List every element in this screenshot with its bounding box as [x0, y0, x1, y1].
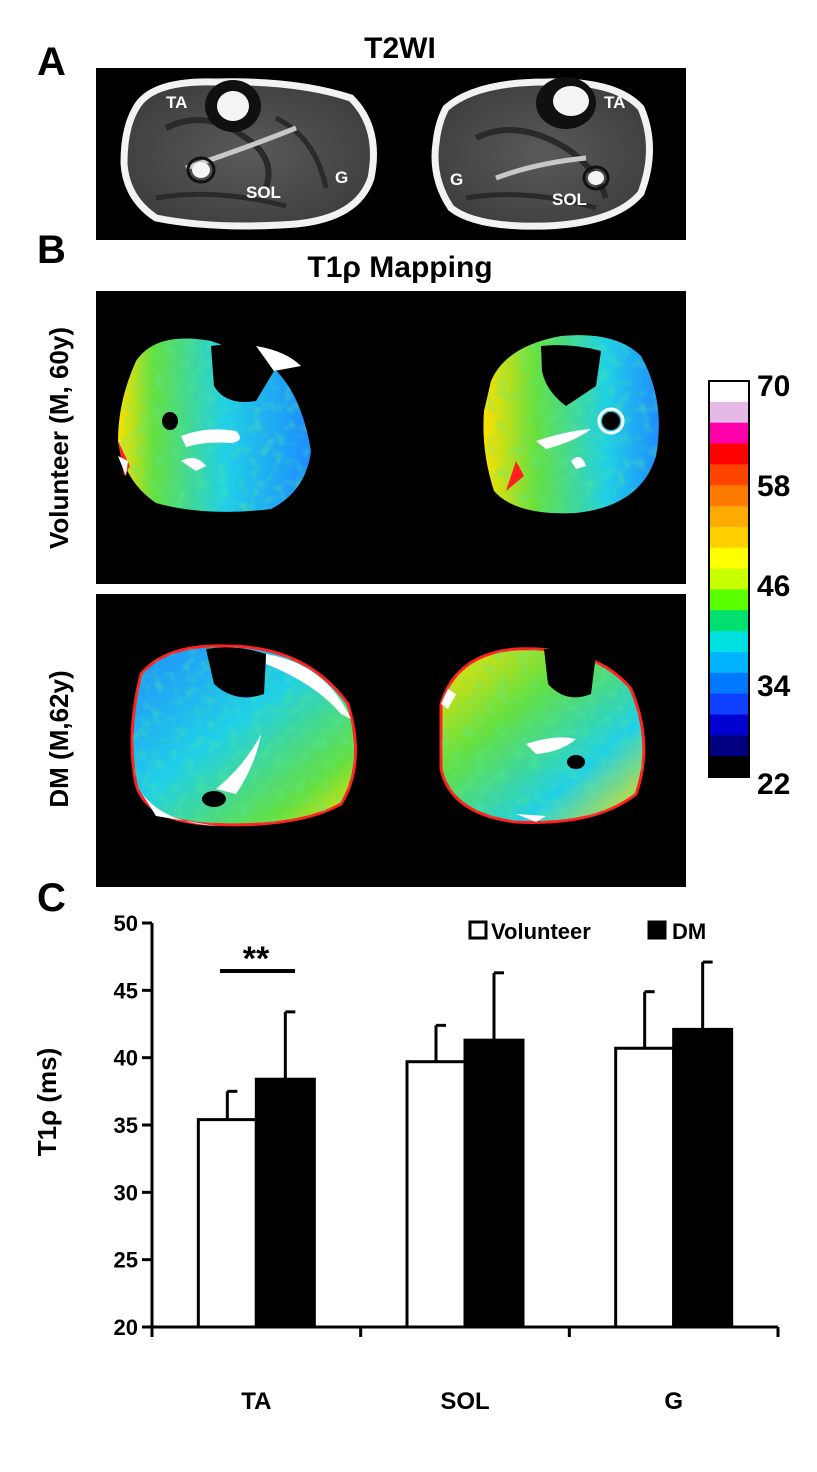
t1rho-volunteer-map [96, 291, 686, 584]
y-tick-label: 25 [114, 1248, 138, 1273]
panel-c-label: C [37, 876, 66, 920]
panel-b-title: T1ρ Mapping [307, 251, 493, 284]
t1rho-dm-map [96, 594, 686, 887]
colorbar-cell [709, 422, 749, 445]
x-tick-label-sol: SOL [440, 1388, 489, 1415]
legend-label-dm: DM [672, 919, 706, 944]
legend-label-volunteer: Volunteer [491, 919, 591, 944]
y-axis-title: T1ρ (ms) [32, 1047, 62, 1157]
colorbar-cell [709, 631, 749, 653]
t2wi-label-sol-left: SOL [246, 183, 281, 202]
legend: Volunteer DM [468, 919, 706, 944]
panel-a-label: A [37, 40, 66, 84]
t2wi-image [96, 68, 686, 240]
colorbar-cell [709, 568, 749, 590]
t2wi-left-leg [120, 78, 377, 230]
error-bars [225, 960, 713, 1120]
y-tick-label: 50 [114, 911, 138, 936]
bar-dm-sol [463, 1038, 525, 1329]
bar-volunteer-ta [196, 1118, 258, 1329]
x-axis: TA SOL G [150, 1325, 780, 1415]
significance-text: ** [243, 940, 270, 978]
y-tick-label: 45 [114, 978, 138, 1003]
t2wi-right-leg [431, 77, 653, 230]
y-tick-label: 20 [114, 1315, 138, 1340]
bar-volunteer-sol [405, 1060, 467, 1329]
bars [196, 1027, 734, 1329]
t2wi-label-ta-left: TA [166, 93, 188, 112]
dm-left-leg [130, 644, 357, 827]
y-axis: 20 25 30 35 40 45 50 [114, 911, 154, 1340]
legend-swatch-volunteer [468, 920, 488, 940]
colorbar-cell [709, 485, 749, 507]
t1rho-bar-chart: 20 25 30 35 40 45 50 TA SOL G Volunteer DM ** [114, 911, 780, 1415]
volunteer-left-leg [118, 338, 311, 512]
y-tick-label: 30 [114, 1180, 138, 1205]
colorbar-tick-34: 34 [757, 670, 791, 703]
volunteer-right-leg [483, 335, 659, 514]
colorbar-cell [709, 443, 749, 465]
colorbar-cell [709, 735, 749, 757]
colorbar-cell [709, 714, 749, 736]
bar-dm-g [672, 1027, 734, 1329]
legend-swatch-dm [647, 920, 667, 940]
x-tick-label-g: G [664, 1388, 683, 1415]
t2wi-label-g-right: G [450, 170, 464, 189]
colorbar-tick-22: 22 [757, 768, 791, 801]
colorbar-tick-70: 70 [757, 370, 791, 403]
colorbar-cell [709, 693, 749, 715]
colorbar-cell [709, 401, 749, 424]
bar-volunteer-g [614, 1046, 676, 1329]
colorbar-cell [709, 672, 749, 695]
t2wi-label-g-left: G [335, 168, 349, 187]
colorbar [708, 380, 750, 778]
panel-a-title: T2WI [364, 32, 436, 65]
panel-b-label: B [37, 228, 66, 272]
y-tick-label: 40 [114, 1046, 138, 1071]
colorbar-cell [709, 381, 749, 403]
colorbar-cell [709, 610, 749, 632]
dm-row-label: DM (M,62y) [44, 670, 74, 808]
colorbar-tick-46: 46 [757, 570, 791, 603]
bar-dm-ta [254, 1077, 316, 1329]
volunteer-row-label: Volunteer (M, 60y) [44, 327, 74, 550]
colorbar-cell [709, 506, 749, 528]
x-tick-label-ta: TA [241, 1388, 271, 1415]
colorbar-tick-58: 58 [757, 470, 791, 503]
significance-marker: ** [220, 940, 295, 978]
y-tick-label: 35 [114, 1113, 138, 1138]
t2wi-label-ta-right: TA [604, 93, 626, 112]
colorbar-cell [709, 651, 749, 674]
colorbar-cell [709, 464, 749, 486]
dm-right-leg [439, 647, 646, 824]
colorbar-cell [709, 526, 749, 549]
colorbar-cell [709, 756, 749, 778]
t2wi-label-sol-right: SOL [552, 190, 587, 209]
colorbar-cell [709, 589, 749, 611]
colorbar-cell [709, 547, 749, 570]
